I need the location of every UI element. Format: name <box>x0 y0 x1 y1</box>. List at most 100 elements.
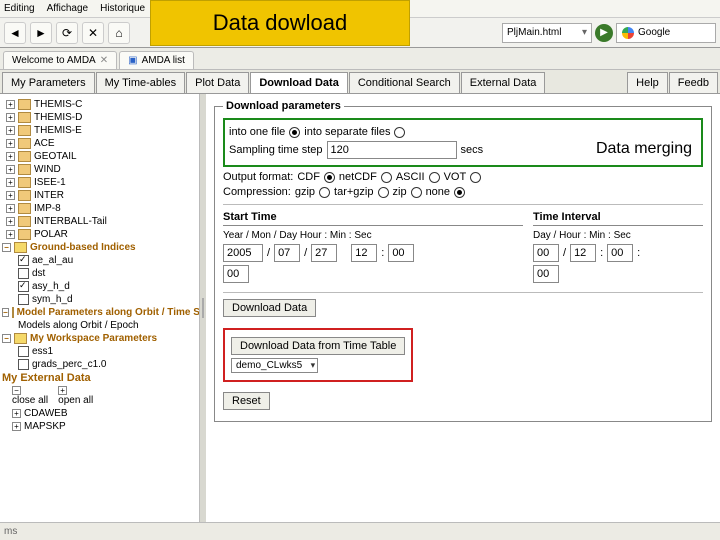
output-format-label: Output format: <box>223 171 293 183</box>
tree-param[interactable]: ess1 <box>2 345 197 358</box>
into-one-radio[interactable] <box>289 127 300 138</box>
into-separate-label: into separate files <box>304 126 390 138</box>
int-day[interactable] <box>533 244 559 262</box>
comp-zip-radio[interactable] <box>411 187 422 198</box>
tab-plot-data[interactable]: Plot Data <box>186 72 249 93</box>
tree-item[interactable]: +THEMIS-E <box>2 124 197 137</box>
sampling-input[interactable] <box>327 141 457 159</box>
search-box[interactable]: Google <box>616 23 716 43</box>
address-bar[interactable]: PljMain.html ▾ <box>502 23 592 43</box>
tree-section-model-orbit[interactable]: −Model Parameters along Orbit / Time Ser… <box>2 306 197 319</box>
tab-amda[interactable]: ▣ AMDA list <box>119 51 194 69</box>
comp-targz-radio[interactable] <box>378 187 389 198</box>
go-button[interactable]: ▶ <box>595 24 613 42</box>
tab-my-timetables[interactable]: My Time-ables <box>96 72 186 93</box>
tab-welcome-label: Welcome to AMDA <box>12 55 96 66</box>
start-time-col: Start Time Year / Mon / Day Hour : Min :… <box>223 211 523 286</box>
time-table-select[interactable]: demo_CLwks5 <box>231 358 318 373</box>
tree-section-external[interactable]: My External Data <box>2 371 197 385</box>
tab-conditional-search[interactable]: Conditional Search <box>349 72 460 93</box>
annotation-data-merging: Data merging <box>596 140 692 158</box>
tree-param[interactable]: sym_h_d <box>2 293 197 306</box>
download-panel: Download parameters into one file into s… <box>206 94 720 522</box>
back-button[interactable]: ◄ <box>4 22 26 44</box>
tree-item[interactable]: +IMP-8 <box>2 202 197 215</box>
output-format-row: Output format: CDF netCDF ASCII VOT <box>223 171 703 183</box>
comp-gzip-radio[interactable] <box>319 187 330 198</box>
tree-item[interactable]: +THEMIS-D <box>2 111 197 124</box>
fmt-vot-radio[interactable] <box>470 172 481 183</box>
start-sec[interactable] <box>223 265 249 283</box>
tree-item[interactable]: Models along Orbit / Epoch <box>2 319 197 332</box>
menu-affichage[interactable]: Affichage <box>47 3 89 14</box>
tree-param[interactable]: dst <box>2 267 197 280</box>
download-data-button[interactable]: Download Data <box>223 299 316 317</box>
close-all-link[interactable]: close all <box>12 395 48 406</box>
secs-label: secs <box>461 144 484 156</box>
browser-tabbar: Welcome to AMDA ✕ ▣ AMDA list <box>0 48 720 70</box>
google-icon <box>621 26 635 40</box>
home-button[interactable]: ⌂ <box>108 22 130 44</box>
tree-section-workspace[interactable]: −My Workspace Parameters <box>2 332 197 345</box>
int-min[interactable] <box>607 244 633 262</box>
start-time-header: Start Time <box>223 211 523 226</box>
tab-feedback[interactable]: Feedb <box>669 72 718 93</box>
fmt-ascii-radio[interactable] <box>429 172 440 183</box>
reset-button[interactable]: Reset <box>223 392 270 410</box>
time-table-box: Download Data from Time Table demo_CLwks… <box>223 328 413 382</box>
tree-ext-controls: − close all + open all <box>2 385 197 407</box>
fieldset-legend: Download parameters <box>223 100 344 112</box>
tree-item[interactable]: +WIND <box>2 163 197 176</box>
stop-button[interactable]: ✕ <box>82 22 104 44</box>
compression-row: Compression: gzip tar+gzip zip none <box>223 186 703 198</box>
int-sec[interactable] <box>533 265 559 283</box>
int-hour[interactable] <box>570 244 596 262</box>
tab-help[interactable]: Help <box>627 72 668 93</box>
start-day[interactable] <box>311 244 337 262</box>
tab-welcome[interactable]: Welcome to AMDA ✕ <box>3 51 117 69</box>
start-min[interactable] <box>388 244 414 262</box>
banner-title: Data dowload <box>213 10 348 36</box>
interval-sub: Day / Hour : Min : Sec <box>533 230 703 241</box>
parameter-tree[interactable]: +THEMIS-C +THEMIS-D +THEMIS-E +ACE +GEOT… <box>0 94 200 522</box>
menu-editing[interactable]: Editing <box>4 3 35 14</box>
comp-none-radio[interactable] <box>454 187 465 198</box>
tree-item[interactable]: +THEMIS-C <box>2 98 197 111</box>
tree-param[interactable]: asy_h_d <box>2 280 197 293</box>
tree-item[interactable]: +ACE <box>2 137 197 150</box>
tab-external-data[interactable]: External Data <box>461 72 546 93</box>
open-all-link[interactable]: open all <box>58 395 93 406</box>
start-year[interactable] <box>223 244 263 262</box>
download-from-tt-button[interactable]: Download Data from Time Table <box>231 337 405 355</box>
tab-my-parameters[interactable]: My Parameters <box>2 72 95 93</box>
browser-toolbar: ◄ ► ⟳ ✕ ⌂ Data dowload PljMain.html ▾ ▶ … <box>0 18 720 48</box>
tree-item[interactable]: +INTERBALL-Tail <box>2 215 197 228</box>
tree-section-ground-indices[interactable]: −Ground-based Indices <box>2 241 197 254</box>
tree-ext-item[interactable]: +MAPSKP <box>2 420 197 433</box>
tree-item[interactable]: +INTER <box>2 189 197 202</box>
tree-item[interactable]: +POLAR <box>2 228 197 241</box>
start-hour[interactable] <box>351 244 377 262</box>
tree-ext-item[interactable]: +CDAWEB <box>2 407 197 420</box>
title-banner: Data dowload <box>150 0 410 46</box>
status-text: ms <box>4 526 17 537</box>
fmt-cdf-radio[interactable] <box>324 172 335 183</box>
start-mon[interactable] <box>274 244 300 262</box>
into-separate-radio[interactable] <box>394 127 405 138</box>
status-bar: ms <box>0 522 720 540</box>
tree-param[interactable]: ae_al_au <box>2 254 197 267</box>
close-icon[interactable]: ✕ <box>100 55 108 66</box>
menu-historique[interactable]: Historique <box>100 3 145 14</box>
tree-item[interactable]: +ISEE-1 <box>2 176 197 189</box>
forward-button[interactable]: ► <box>30 22 52 44</box>
fmt-netcdf-radio[interactable] <box>381 172 392 183</box>
tree-param[interactable]: grads_perc_c1.0 <box>2 358 197 371</box>
sampling-label: Sampling time step <box>229 144 323 156</box>
datetime-section: Start Time Year / Mon / Day Hour : Min :… <box>223 211 703 286</box>
reload-button[interactable]: ⟳ <box>56 22 78 44</box>
tab-download-data[interactable]: Download Data <box>250 72 347 93</box>
search-engine-label: Google <box>638 27 670 38</box>
tree-item[interactable]: +GEOTAIL <box>2 150 197 163</box>
work-area: +THEMIS-C +THEMIS-D +THEMIS-E +ACE +GEOT… <box>0 94 720 522</box>
interval-header: Time Interval <box>533 211 703 226</box>
